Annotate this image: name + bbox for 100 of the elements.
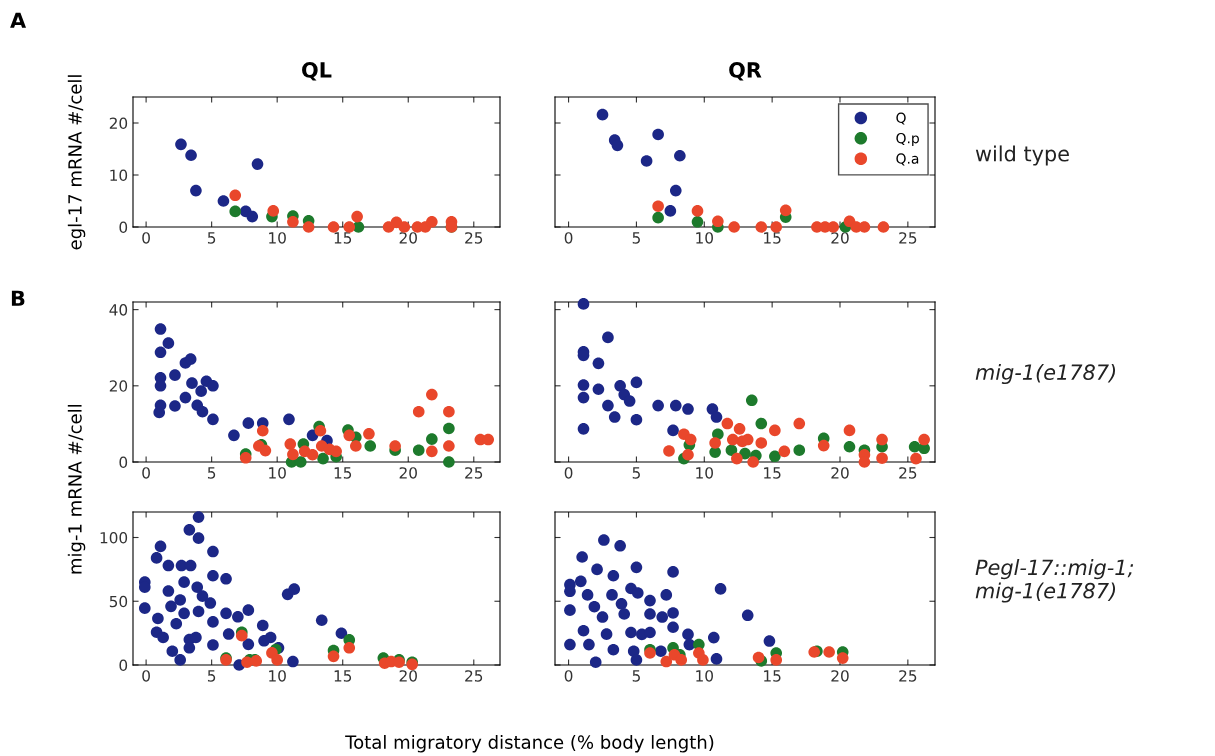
x-tick-label: 0 xyxy=(142,670,150,682)
point xyxy=(192,605,205,618)
point xyxy=(204,597,217,609)
point xyxy=(592,383,605,396)
point xyxy=(343,429,356,442)
text: Pegl-17::mig-1; mig-1(e1787) xyxy=(975,559,1134,603)
point xyxy=(179,391,192,404)
point xyxy=(178,576,190,588)
point xyxy=(630,413,643,426)
point xyxy=(229,189,242,202)
point xyxy=(697,654,709,666)
y-tick-label: 40 xyxy=(109,304,128,316)
point xyxy=(611,139,624,152)
point xyxy=(817,439,830,452)
point xyxy=(364,440,377,452)
point xyxy=(426,445,438,458)
point xyxy=(843,424,856,437)
point xyxy=(660,655,673,668)
point xyxy=(600,628,613,640)
x-tick-label: 10 xyxy=(696,467,713,479)
point xyxy=(271,654,283,666)
legend-label: Q.a xyxy=(896,153,919,166)
point xyxy=(675,654,688,666)
point xyxy=(644,608,656,620)
point xyxy=(217,195,230,207)
point xyxy=(330,445,342,458)
point xyxy=(615,597,628,610)
point xyxy=(350,440,362,452)
point xyxy=(769,450,781,463)
point xyxy=(876,452,888,464)
point xyxy=(770,654,783,666)
point xyxy=(327,650,340,663)
x-tick-label: 10 xyxy=(696,232,713,244)
point xyxy=(228,429,240,442)
point xyxy=(443,440,455,452)
x-tick-label: 15 xyxy=(764,467,781,479)
point xyxy=(256,424,269,437)
point xyxy=(630,654,643,666)
point xyxy=(589,656,602,668)
y-tick-label: 100 xyxy=(100,531,128,544)
point xyxy=(398,221,411,233)
point xyxy=(712,215,724,228)
point xyxy=(162,337,175,349)
point xyxy=(577,379,590,391)
point xyxy=(196,590,209,602)
point xyxy=(207,545,219,558)
point xyxy=(190,631,202,644)
point xyxy=(733,423,746,435)
point xyxy=(154,346,167,359)
point xyxy=(625,626,637,639)
x-tick-label: 20 xyxy=(399,467,417,479)
point xyxy=(576,551,588,563)
point xyxy=(747,456,759,468)
point xyxy=(725,444,738,456)
point xyxy=(644,647,656,659)
point xyxy=(606,589,618,601)
point xyxy=(192,532,205,544)
point xyxy=(614,539,626,552)
point xyxy=(207,413,219,426)
point xyxy=(184,353,197,365)
point xyxy=(583,638,595,651)
point xyxy=(577,624,590,637)
x-tick-label: 20 xyxy=(399,670,417,682)
point xyxy=(192,511,205,523)
point xyxy=(185,149,197,162)
point xyxy=(728,221,740,233)
point xyxy=(314,424,327,437)
point xyxy=(663,445,675,457)
point xyxy=(714,583,727,595)
text: mig-1(e1787) xyxy=(975,363,1116,385)
point xyxy=(682,448,694,461)
point xyxy=(564,604,576,616)
point xyxy=(707,631,720,644)
point xyxy=(664,205,677,217)
point xyxy=(150,552,163,564)
point xyxy=(876,433,888,446)
point xyxy=(667,607,679,619)
point xyxy=(607,643,620,656)
point xyxy=(220,573,232,585)
point xyxy=(315,614,328,627)
x-tick-label: 5 xyxy=(632,670,640,682)
x-tick-label: 0 xyxy=(564,232,573,244)
point xyxy=(166,645,179,658)
point xyxy=(908,440,921,453)
y-tick-label: 0 xyxy=(119,221,128,234)
x-tick-label: 15 xyxy=(764,670,781,682)
x-tick-label: 15 xyxy=(334,232,352,244)
point xyxy=(154,323,167,335)
point xyxy=(186,377,198,389)
point xyxy=(644,626,656,639)
point xyxy=(691,205,704,217)
y-axis-title: mig-1 mRNA #/cell xyxy=(67,404,86,574)
x-tick-label: 5 xyxy=(632,232,640,244)
x-tick-label: 0 xyxy=(564,467,573,479)
point xyxy=(389,440,401,452)
x-tick-label: 10 xyxy=(269,467,286,479)
point xyxy=(207,616,219,628)
point xyxy=(710,653,723,665)
point xyxy=(918,433,930,446)
x-tick-label: 10 xyxy=(696,670,713,682)
